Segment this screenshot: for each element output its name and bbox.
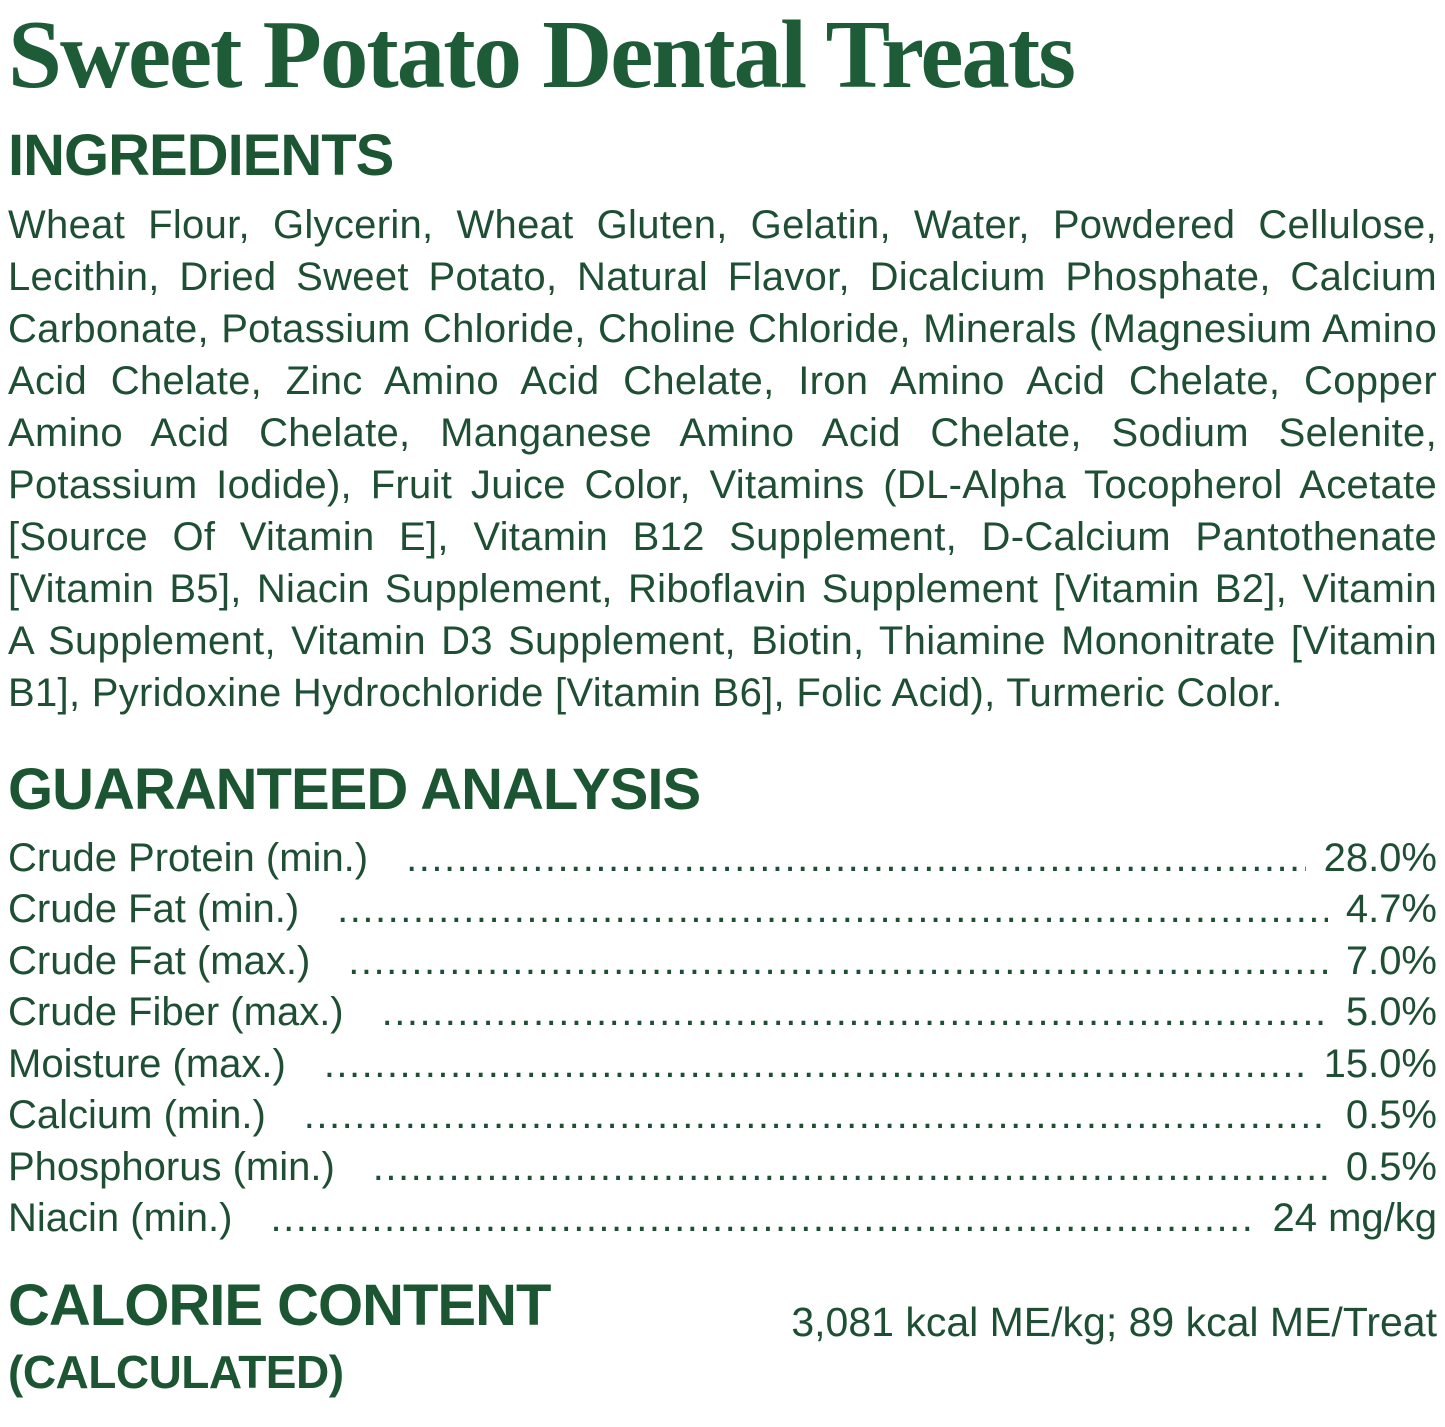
analysis-row: Phosphorus (min.).......................… (8, 1142, 1437, 1194)
calorie-content-headings: CALORIE CONTENT (CALCULATED) (8, 1272, 551, 1398)
analysis-label: Calcium (min.) (8, 1093, 266, 1138)
dot-leader: ........................................… (323, 1041, 1306, 1086)
calorie-content-section: CALORIE CONTENT (CALCULATED) 3,081 kcal … (8, 1272, 1437, 1398)
analysis-row: Calcium (min.)..........................… (8, 1090, 1437, 1142)
guaranteed-analysis-heading: GUARANTEED ANALYSIS (8, 756, 701, 822)
ingredients-heading: INGREDIENTS (8, 122, 394, 188)
analysis-label: Phosphorus (min.) (8, 1144, 335, 1189)
analysis-value: 7.0% (1345, 938, 1437, 983)
analysis-value: 24 mg/kg (1272, 1196, 1437, 1241)
calorie-content-value: 3,081 kcal ME/kg; 89 kcal ME/Treat (791, 1298, 1437, 1345)
dot-leader: ........................................… (372, 1144, 1328, 1189)
calorie-content-subheading: (CALCULATED) (8, 1345, 344, 1398)
ingredients-text: Wheat Flour, Glycerin, Wheat Gluten, Gel… (8, 202, 1437, 715)
analysis-value: 28.0% (1323, 835, 1437, 880)
analysis-value: 15.0% (1323, 1041, 1437, 1086)
analysis-label: Moisture (max.) (8, 1041, 286, 1086)
guaranteed-analysis-table: Crude Protein (min.)....................… (8, 833, 1437, 1245)
dot-leader: ........................................… (303, 1093, 1328, 1138)
analysis-row: Crude Protein (min.)....................… (8, 833, 1437, 885)
analysis-row: Crude Fat (max.)........................… (8, 936, 1437, 988)
analysis-value: 5.0% (1345, 990, 1437, 1035)
analysis-row: Niacin (min.)...........................… (8, 1193, 1437, 1245)
dot-leader: ........................................… (381, 990, 1328, 1035)
analysis-label: Crude Fat (min.) (8, 887, 300, 932)
analysis-value: 0.5% (1345, 1093, 1437, 1138)
dot-leader: ........................................… (406, 835, 1305, 880)
analysis-value: 4.7% (1345, 887, 1437, 932)
analysis-label: Crude Protein (min.) (8, 835, 369, 880)
analysis-value: 0.5% (1345, 1144, 1437, 1189)
analysis-label: Crude Fiber (max.) (8, 990, 344, 1035)
dot-leader: ........................................… (348, 938, 1328, 983)
analysis-label: Crude Fat (max.) (8, 938, 311, 983)
analysis-row: Crude Fat (min.)........................… (8, 884, 1437, 936)
analysis-row: Moisture (max.).........................… (8, 1039, 1437, 1091)
dot-leader: ........................................… (337, 887, 1328, 932)
dot-leader: ........................................… (270, 1196, 1255, 1241)
calorie-content-heading: CALORIE CONTENT (8, 1272, 551, 1338)
product-title: Sweet Potato Dental Treats (8, 1, 1076, 108)
analysis-row: Crude Fiber (max.)......................… (8, 987, 1437, 1039)
analysis-label: Niacin (min.) (8, 1196, 233, 1241)
